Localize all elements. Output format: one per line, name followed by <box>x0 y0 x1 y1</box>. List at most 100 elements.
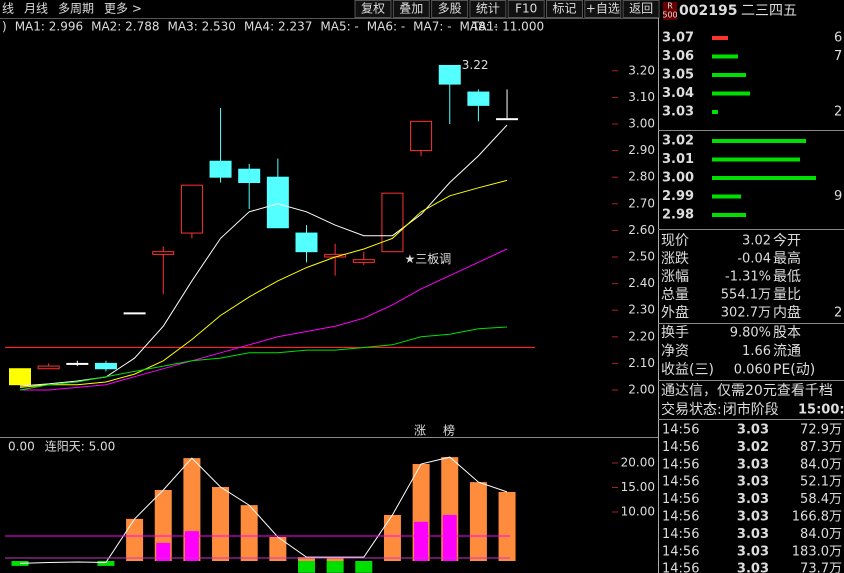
indicator-bar <box>11 560 29 566</box>
legend-entry: MA6: - <box>367 20 405 34</box>
book-bar <box>712 139 806 143</box>
indicator-bar <box>240 505 258 561</box>
indicator-legend: 连阳天: 5.00 <box>45 439 116 454</box>
tick-time: 14:56 <box>662 457 699 472</box>
toolbar-button-label[interactable]: 多股 <box>438 2 462 16</box>
quote-value: 302.7万 <box>721 306 771 321</box>
indicator-bar <box>469 482 487 561</box>
toolbar-button-label[interactable]: 返回 <box>629 2 653 16</box>
toolbar-button[interactable] <box>622 0 660 18</box>
toolbar-button[interactable] <box>431 0 469 18</box>
tab[interactable]: 更多 > <box>104 2 142 16</box>
legend-entry: MA8: - <box>460 20 498 34</box>
book-price: 3.00 <box>662 171 694 186</box>
candle-body <box>209 160 232 178</box>
tick-volume: 87.3万 <box>800 440 842 455</box>
ma-line <box>19 179 508 388</box>
quote-value: -1.31% <box>725 270 771 285</box>
tick-volume: 84.0万 <box>800 457 842 472</box>
indicator-bar <box>298 560 315 573</box>
toolbar-button-label[interactable]: 叠加 <box>399 2 423 16</box>
toolbar-button-label[interactable]: +自选 <box>586 2 620 16</box>
indicator-bar <box>498 491 516 561</box>
candle-body <box>123 312 146 315</box>
toolbar-button[interactable] <box>507 0 545 18</box>
tick-price: 3.03 <box>737 475 769 490</box>
book-price: 3.01 <box>662 152 694 167</box>
quote-label: 涨跌 <box>661 251 689 267</box>
indicator-bar <box>414 521 429 561</box>
toolbar-button[interactable] <box>469 0 507 18</box>
quote-label: 现价 <box>661 233 689 249</box>
toolbar-button[interactable] <box>392 0 430 18</box>
quote-label: 外盘 <box>661 304 689 321</box>
tick-volume: 73.7万 <box>800 562 842 573</box>
y-tick-label: 2.50 <box>628 250 655 264</box>
toolbar-button[interactable] <box>354 0 392 18</box>
candle-body <box>180 184 203 234</box>
book-price: 3.06 <box>662 49 694 64</box>
quote-label: 涨幅 <box>661 269 689 285</box>
book-price: 2.98 <box>662 208 694 223</box>
candle-body <box>410 120 433 152</box>
indicator-bar <box>355 560 373 573</box>
stock-code: 002195 <box>679 3 737 19</box>
legend-entry: MA7: - <box>413 20 451 34</box>
annotation: ★三板调 <box>404 252 451 266</box>
candle-body <box>238 168 261 184</box>
ma-line <box>19 326 508 391</box>
tick-price: 3.03 <box>737 510 769 525</box>
tick-time: 14:56 <box>662 544 699 559</box>
tick-price: 3.03 <box>737 423 769 438</box>
book-price: 3.02 <box>662 134 694 149</box>
candle-body <box>352 259 375 263</box>
y-tick-label: 2.10 <box>628 356 655 370</box>
book-price: 2.99 <box>662 189 694 204</box>
tab[interactable]: 多周期 <box>58 2 94 16</box>
tick-volume: 166.8万 <box>792 510 842 525</box>
indicator-bar <box>97 560 115 566</box>
book-bar <box>712 176 816 180</box>
toolbar-button-label[interactable]: 统计 <box>476 2 500 16</box>
tick-time: 14:56 <box>662 510 699 525</box>
book-volume: 6 <box>834 31 842 46</box>
candle-body <box>66 362 89 365</box>
indicator-bar <box>212 487 230 561</box>
indicator-bar <box>442 514 457 561</box>
indicator-bar <box>298 557 315 561</box>
legend-entry: TA1: 11.000 <box>471 20 544 34</box>
candle-body <box>295 232 318 253</box>
toolbar-button-label[interactable]: 标记 <box>552 2 576 16</box>
y-tick-label: 20.00 <box>621 456 655 470</box>
indicator-bar <box>383 514 401 561</box>
tab[interactable]: 线 <box>2 2 14 16</box>
quote-label: 今开 <box>773 233 801 249</box>
tab[interactable]: 月线 <box>24 2 48 16</box>
candle-body <box>37 365 60 370</box>
status-value: 闭市阶段 <box>723 401 779 418</box>
book-price: 3.07 <box>662 31 694 46</box>
quote-label: 最高 <box>773 250 801 267</box>
toolbar-button-label[interactable]: 复权 <box>361 2 385 16</box>
indicator-line <box>19 456 508 564</box>
y-tick-label: 15.00 <box>621 480 655 494</box>
y-tick-label: 2.70 <box>628 196 655 210</box>
y-tick-label: 3.20 <box>628 63 655 77</box>
indicator-legend: 0.00 <box>8 440 35 454</box>
book-volume: 2 <box>834 105 842 120</box>
quote-value: 3.02 <box>742 234 771 249</box>
candle-body <box>266 176 289 229</box>
badge-box <box>663 2 677 20</box>
toolbar-button-label[interactable]: F10 <box>515 2 537 16</box>
quote-label: 净资 <box>661 344 689 360</box>
notice[interactable]: 通达信，仅需20元查看千档 <box>661 383 833 399</box>
toolbar-button[interactable] <box>546 0 583 18</box>
y-tick-label: 2.40 <box>628 276 655 290</box>
quote-value: 554.1万 <box>721 288 771 303</box>
book-bar <box>712 54 738 59</box>
indicator-bar <box>126 518 144 561</box>
toolbar-button[interactable] <box>584 0 622 18</box>
book-volume: 9 <box>834 189 842 204</box>
candle-body <box>94 362 117 370</box>
indicator-bar <box>184 531 199 561</box>
